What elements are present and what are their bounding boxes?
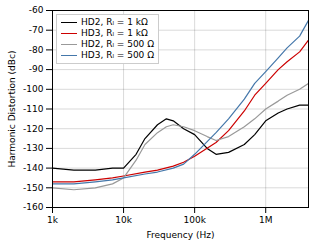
- svg-text:Frequency (Hz): Frequency (Hz): [147, 230, 215, 240]
- svg-text:-60: -60: [29, 5, 44, 15]
- svg-text:-80: -80: [29, 45, 44, 55]
- svg-text:-70: -70: [29, 25, 44, 35]
- html-text:HD3, Rₗ = 1 kΩ: HD3, Rₗ = 1 kΩ: [81, 28, 148, 38]
- svg-text:10k: 10k: [115, 215, 132, 225]
- svg-text:100k: 100k: [183, 215, 206, 225]
- svg-text:-100: -100: [23, 84, 44, 94]
- html-text:HD3, Rₗ = 500 Ω: HD3, Rₗ = 500 Ω: [81, 50, 155, 60]
- svg-text:-140: -140: [23, 163, 44, 173]
- html-text:HD2, Rₗ = 1 kΩ: HD2, Rₗ = 1 kΩ: [81, 17, 148, 27]
- svg-text:-110: -110: [23, 104, 44, 114]
- svg-text:-160: -160: [23, 202, 44, 212]
- svg-text:-130: -130: [23, 143, 44, 153]
- svg-text:1k: 1k: [47, 215, 59, 225]
- svg-text:1M: 1M: [259, 215, 273, 225]
- html-text:HD2, Rₗ = 500 Ω: HD2, Rₗ = 500 Ω: [81, 39, 155, 49]
- svg-text:-150: -150: [23, 183, 44, 193]
- svg-text:Harmonic Distortion (dBc): Harmonic Distortion (dBc): [7, 51, 17, 168]
- svg-text:-120: -120: [23, 124, 44, 134]
- svg-text:-90: -90: [29, 64, 44, 74]
